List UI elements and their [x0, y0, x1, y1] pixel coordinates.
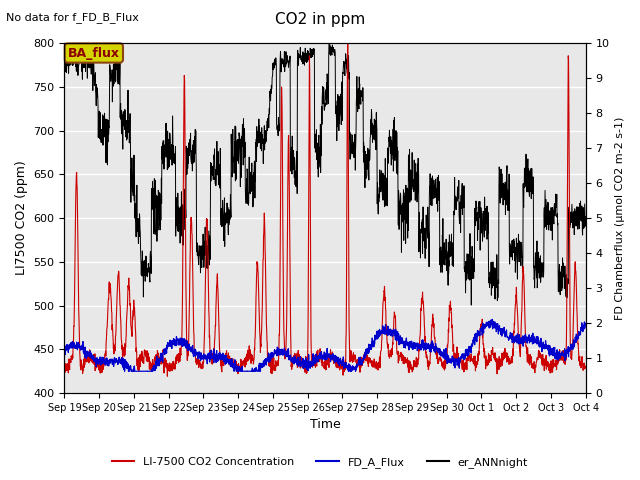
Text: No data for f_FD_B_Flux: No data for f_FD_B_Flux — [6, 12, 140, 23]
Y-axis label: FD Chamberflux (μmol CO2 m-2 s-1): FD Chamberflux (μmol CO2 m-2 s-1) — [615, 116, 625, 320]
Y-axis label: LI7500 CO2 (ppm): LI7500 CO2 (ppm) — [15, 161, 28, 276]
Text: CO2 in ppm: CO2 in ppm — [275, 12, 365, 27]
X-axis label: Time: Time — [310, 419, 340, 432]
Text: BA_flux: BA_flux — [68, 47, 120, 60]
Legend: LI-7500 CO2 Concentration, FD_A_Flux, er_ANNnight: LI-7500 CO2 Concentration, FD_A_Flux, er… — [108, 452, 532, 472]
